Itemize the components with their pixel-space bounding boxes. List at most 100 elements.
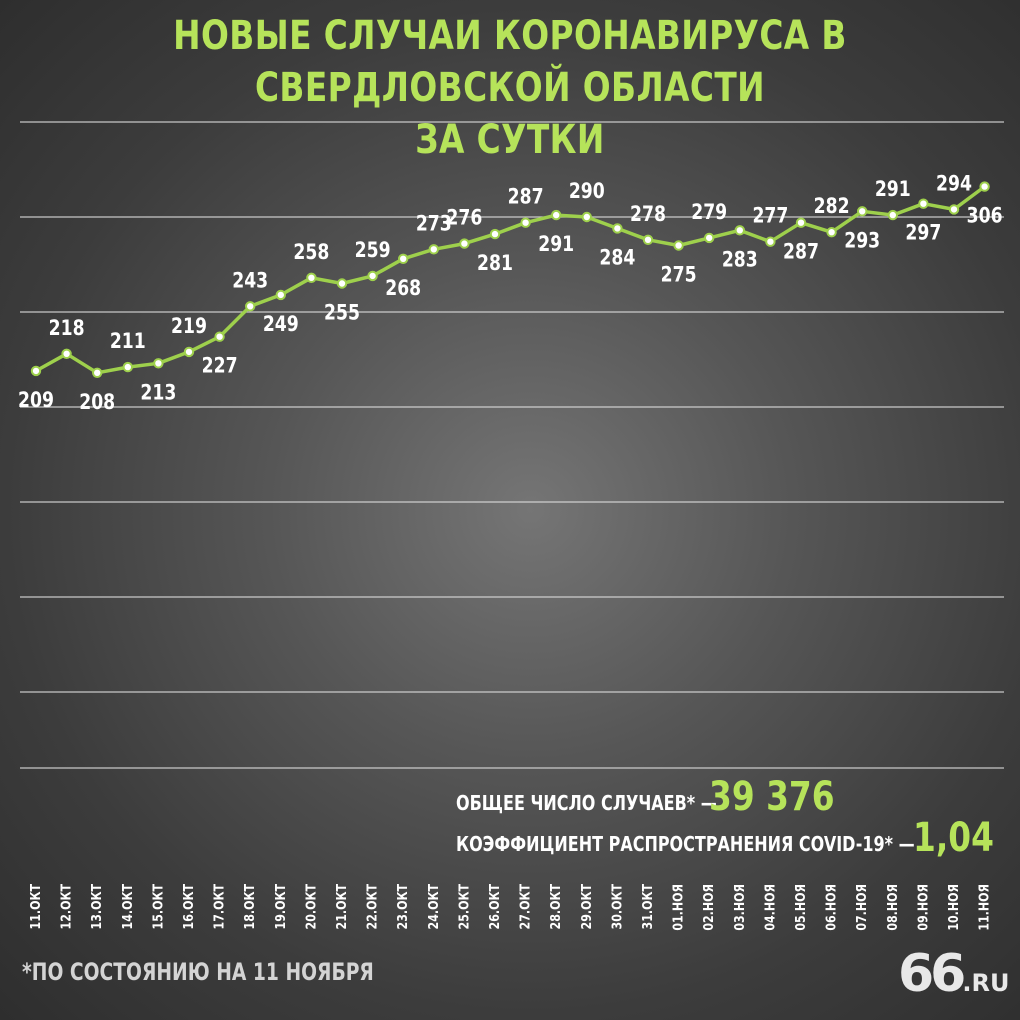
logo-domain: .RU (962, 969, 1010, 997)
data-point (704, 232, 715, 244)
data-label: 287 (783, 239, 819, 264)
data-point (61, 348, 72, 359)
x-tick-label: 18.ОКТ (242, 883, 257, 929)
x-tick-label: 14.ОКТ (120, 883, 135, 929)
data-point (857, 206, 868, 217)
x-tick-label: 23.ОКТ (395, 883, 410, 929)
x-tick-label: 04.НОЯ (763, 884, 778, 931)
data-point (336, 278, 348, 289)
x-tick-label: 20.ОКТ (304, 883, 319, 929)
x-tick-label: 29.ОКТ (579, 883, 594, 929)
x-tick-label: 27.ОКТ (518, 883, 533, 929)
spread-rate-value: 1,04 (912, 815, 994, 861)
data-point (826, 227, 837, 238)
series-new-cases: 209 218 208 211 213 219 227 243 249 258 255 259 268 2… (18, 171, 1003, 415)
x-tick-label: 22.ОКТ (365, 883, 380, 929)
data-label: 213 (140, 380, 176, 405)
x-tick-label: 21.ОКТ (334, 883, 349, 929)
x-tick-label: 08.НОЯ (885, 884, 900, 931)
data-label: 293 (844, 228, 880, 253)
x-tick-label: 07.НОЯ (854, 884, 869, 931)
data-point (245, 301, 256, 312)
data-point (489, 228, 501, 240)
data-label: 208 (79, 389, 115, 414)
data-label: 259 (355, 237, 391, 262)
chart-title-line1: НОВЫЕ СЛУЧАИ КОРОНАВИРУСА В СВЕРДЛОВСКОЙ… (173, 13, 847, 111)
data-point (642, 234, 654, 246)
chart-title-line2: ЗА СУТКИ (415, 117, 605, 163)
data-point (122, 361, 134, 373)
data-label: 243 (232, 268, 268, 293)
data-point (367, 270, 378, 282)
data-label: 249 (263, 311, 299, 336)
x-axis-labels: 11.ОКТ 12.ОКТ 13.ОКТ 14.ОКТ 15.ОКТ 16.ОКТ 17.О… (28, 883, 992, 930)
data-point (520, 217, 531, 228)
data-point (918, 198, 929, 209)
data-point (887, 209, 898, 221)
data-label: 218 (49, 315, 85, 340)
x-tick-label: 06.НОЯ (824, 884, 839, 931)
data-label: 281 (477, 250, 513, 275)
x-tick-label: 03.НОЯ (732, 884, 747, 931)
x-tick-label: 10.НОЯ (946, 884, 961, 931)
data-point (581, 211, 592, 223)
data-point (551, 209, 562, 221)
data-point (153, 358, 164, 369)
total-cases-value: 39 376 (709, 774, 836, 820)
data-label: 258 (293, 239, 329, 264)
x-tick-label: 16.ОКТ (181, 883, 196, 929)
data-point (398, 253, 409, 264)
x-tick-label: 02.НОЯ (701, 884, 716, 931)
x-tick-label: 31.ОКТ (640, 883, 655, 929)
chart-title: НОВЫЕ СЛУЧАИ КОРОНАВИРУСА В СВЕРДЛОВСКОЙ… (92, 10, 928, 166)
data-label: 275 (661, 262, 697, 287)
x-tick-label: 17.ОКТ (212, 883, 227, 929)
x-tick-label: 30.ОКТ (610, 883, 625, 929)
x-tick-label: 11.ОКТ (28, 883, 43, 929)
data-label: 279 (691, 199, 727, 224)
x-tick-label: 15.ОКТ (151, 883, 166, 929)
site-logo: 66.RU (898, 944, 1009, 1004)
data-point (275, 289, 286, 301)
data-label: 255 (324, 300, 360, 325)
data-label: 273 (416, 211, 452, 236)
data-label: 282 (814, 194, 850, 219)
data-point (765, 236, 776, 247)
data-point (673, 240, 684, 251)
spread-rate-stat: КОЭФФИЦИЕНТ РАСПРОСТРАНЕНИЯ COVID-19* — … (456, 815, 1012, 861)
data-point (92, 367, 103, 378)
data-label: 276 (446, 205, 482, 230)
logo-number: 66 (898, 944, 966, 1004)
data-label: 297 (905, 220, 941, 245)
data-label: 277 (752, 203, 788, 228)
x-tick-label: 26.ОКТ (487, 883, 502, 929)
data-point (183, 346, 195, 358)
data-point (30, 365, 42, 377)
data-point (306, 272, 317, 283)
data-label: 291 (875, 176, 911, 201)
x-tick-label: 09.НОЯ (916, 884, 931, 931)
data-point (979, 181, 990, 192)
data-label: 227 (202, 353, 238, 378)
data-point (459, 238, 470, 249)
x-tick-label: 19.ОКТ (273, 883, 288, 929)
x-tick-label: 01.НОЯ (671, 884, 686, 931)
data-point (795, 217, 807, 228)
x-tick-label: 25.ОКТ (457, 883, 472, 929)
total-cases-label: ОБЩЕЕ ЧИСЛО СЛУЧАЕВ* — (456, 791, 717, 815)
data-label: 290 (569, 178, 605, 203)
data-label: 211 (110, 328, 146, 353)
data-point (428, 244, 439, 255)
total-cases-stat: ОБЩЕЕ ЧИСЛО СЛУЧАЕВ* — 39 376 (456, 774, 863, 820)
x-tick-label: 05.НОЯ (793, 884, 808, 931)
data-point (612, 223, 623, 234)
data-label: 306 (967, 203, 1003, 228)
data-label: 219 (171, 313, 207, 338)
data-label: 268 (385, 275, 421, 300)
gridlines (20, 121, 1004, 769)
data-label: 294 (936, 171, 972, 196)
data-point (734, 225, 745, 236)
data-label: 287 (508, 184, 544, 209)
data-label: 291 (538, 231, 574, 256)
